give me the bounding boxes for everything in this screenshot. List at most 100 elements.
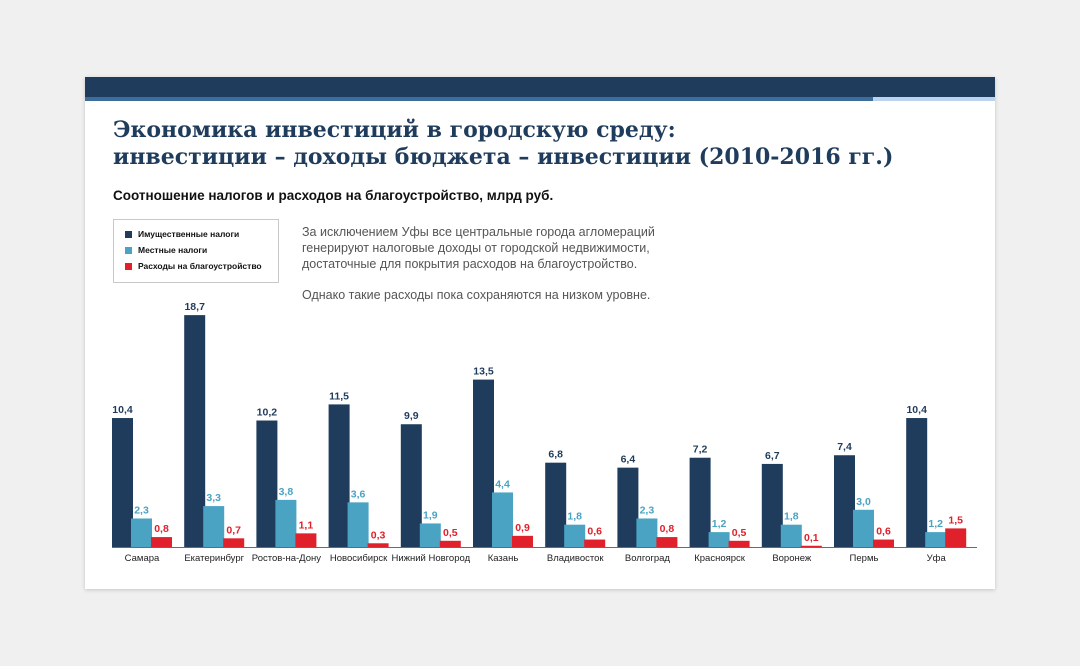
bar-1-6 bbox=[473, 379, 494, 547]
category-label-11: Пермь bbox=[850, 553, 879, 564]
page-title: Экономика инвестиций в городскую среду: … bbox=[113, 117, 973, 171]
category-label-5: Нижний Новгород bbox=[391, 553, 470, 564]
data-label-1-11: 7,4 bbox=[837, 441, 852, 453]
data-label-3-4: 0,3 bbox=[371, 529, 386, 541]
category-label-1: Самара bbox=[125, 553, 160, 564]
data-label-1-4: 11,5 bbox=[329, 390, 349, 402]
category-label-7: Владивосток bbox=[547, 553, 605, 564]
bar-3-1 bbox=[151, 537, 172, 547]
bar-1-5 bbox=[400, 424, 422, 547]
data-label-3-3: 1,1 bbox=[299, 519, 314, 531]
bar-3-12 bbox=[945, 528, 967, 547]
slide: Экономика инвестиций в городскую среду: … bbox=[85, 77, 995, 589]
data-label-2-1: 2,3 bbox=[134, 504, 149, 516]
legend-swatch-property-taxes bbox=[125, 230, 132, 238]
bar-2-9 bbox=[708, 532, 730, 547]
legend-swatch-improvement-spending bbox=[125, 262, 132, 270]
bar-2-1 bbox=[131, 518, 152, 547]
data-label-2-7: 1,8 bbox=[567, 511, 582, 523]
data-label-3-9: 0,5 bbox=[732, 527, 747, 539]
legend-label-local-taxes: Местные налоги bbox=[138, 245, 208, 255]
bar-1-12 bbox=[906, 418, 928, 547]
bar-3-2 bbox=[223, 538, 245, 547]
data-label-2-12: 1,2 bbox=[928, 518, 943, 530]
data-label-2-9: 1,2 bbox=[712, 518, 727, 530]
bar-2-11 bbox=[853, 509, 874, 547]
header-light-bar bbox=[873, 97, 995, 101]
data-label-2-10: 1,8 bbox=[784, 511, 799, 523]
data-label-3-8: 0,8 bbox=[660, 523, 675, 535]
data-label-2-4: 3,6 bbox=[351, 488, 366, 500]
bar-3-11 bbox=[873, 539, 894, 547]
bar-1-8 bbox=[617, 467, 639, 547]
category-label-9: Красноярск bbox=[694, 553, 746, 564]
data-label-1-2: 18,7 bbox=[184, 301, 205, 313]
bar-1-11 bbox=[834, 455, 855, 547]
data-label-1-7: 6,8 bbox=[548, 449, 563, 461]
legend-item-property-taxes: Имущественные налоги bbox=[125, 228, 239, 240]
bar-1-3 bbox=[256, 420, 278, 547]
bar-2-12 bbox=[925, 532, 947, 547]
legend-swatch-local-taxes bbox=[125, 246, 132, 254]
category-label-4: Новосибирск bbox=[330, 553, 388, 564]
bar-3-6 bbox=[512, 535, 533, 547]
bar-3-4 bbox=[367, 543, 389, 547]
data-label-2-11: 3,0 bbox=[856, 496, 871, 508]
bar-1-10 bbox=[761, 463, 783, 547]
data-label-2-8: 2,3 bbox=[640, 504, 655, 516]
data-label-2-6: 4,4 bbox=[495, 478, 510, 490]
category-label-6: Казань bbox=[488, 553, 519, 564]
bar-3-3 bbox=[295, 533, 317, 547]
data-label-3-12: 1,5 bbox=[948, 514, 963, 526]
bar-2-2 bbox=[203, 506, 225, 547]
data-label-2-5: 1,9 bbox=[423, 509, 438, 521]
data-label-1-6: 13,5 bbox=[473, 366, 494, 378]
bar-2-6 bbox=[492, 492, 513, 547]
chart-subtitle: Соотношение налогов и расходов на благоу… bbox=[113, 188, 554, 203]
data-label-3-1: 0,8 bbox=[154, 523, 169, 535]
data-label-3-10: 0,1 bbox=[804, 532, 819, 544]
data-label-1-1: 10,4 bbox=[112, 404, 133, 416]
bar-2-8 bbox=[636, 518, 658, 547]
chart-legend: Имущественные налоги Местные налоги Расх… bbox=[113, 219, 279, 283]
legend-label-property-taxes: Имущественные налоги bbox=[138, 229, 240, 239]
bar-3-10 bbox=[800, 545, 822, 547]
bar-chart: 10,4 2,3 0,8 Самара 18,7 3,3 0,7 Екатеринбург 10… bbox=[112, 301, 977, 564]
data-label-1-10: 6,7 bbox=[765, 450, 780, 462]
data-label-3-7: 0,6 bbox=[587, 526, 602, 538]
data-label-3-6: 0,9 bbox=[515, 522, 530, 534]
data-label-1-12: 10,4 bbox=[906, 404, 927, 416]
bar-2-3 bbox=[275, 499, 297, 547]
data-label-3-5: 0,5 bbox=[443, 527, 458, 539]
bar-3-8 bbox=[656, 537, 678, 547]
data-label-1-5: 9,9 bbox=[404, 410, 419, 422]
bar-1-7 bbox=[545, 462, 567, 547]
bar-1-9 bbox=[689, 457, 711, 547]
bar-1-1 bbox=[112, 418, 133, 547]
data-label-3-2: 0,7 bbox=[226, 524, 241, 536]
data-label-1-3: 10,2 bbox=[257, 407, 278, 419]
header-accent-bar bbox=[85, 97, 873, 101]
category-label-3: Ростов-на-Дону bbox=[252, 553, 321, 564]
category-label-2: Екатеринбург bbox=[184, 553, 244, 564]
bar-2-5 bbox=[419, 523, 441, 547]
category-label-10: Воронеж bbox=[772, 553, 812, 564]
bar-2-10 bbox=[780, 524, 802, 547]
bar-1-4 bbox=[328, 404, 350, 547]
title-line-2: инвестиции – доходы бюджета – инвестиции… bbox=[113, 144, 894, 170]
data-label-2-3: 3,8 bbox=[279, 486, 294, 498]
bar-1-2 bbox=[184, 315, 206, 547]
note-paragraph-2: Однако такие расходы пока сохраняются на… bbox=[302, 288, 651, 302]
title-line-1: Экономика инвестиций в городскую среду: bbox=[113, 117, 676, 143]
data-label-2-2: 3,3 bbox=[206, 492, 221, 504]
bar-2-4 bbox=[347, 502, 369, 547]
category-label-8: Волгоград bbox=[625, 553, 671, 564]
category-label-12: Уфа bbox=[927, 553, 947, 564]
bar-2-7 bbox=[564, 524, 586, 547]
header-bar bbox=[85, 77, 995, 97]
bar-3-5 bbox=[439, 540, 461, 547]
note-paragraph-1: За исключением Уфы все центральные город… bbox=[302, 225, 655, 271]
data-label-1-9: 7,2 bbox=[693, 444, 708, 456]
bar-3-9 bbox=[728, 540, 750, 547]
legend-item-improvement-spending: Расходы на благоустройство bbox=[125, 260, 262, 272]
